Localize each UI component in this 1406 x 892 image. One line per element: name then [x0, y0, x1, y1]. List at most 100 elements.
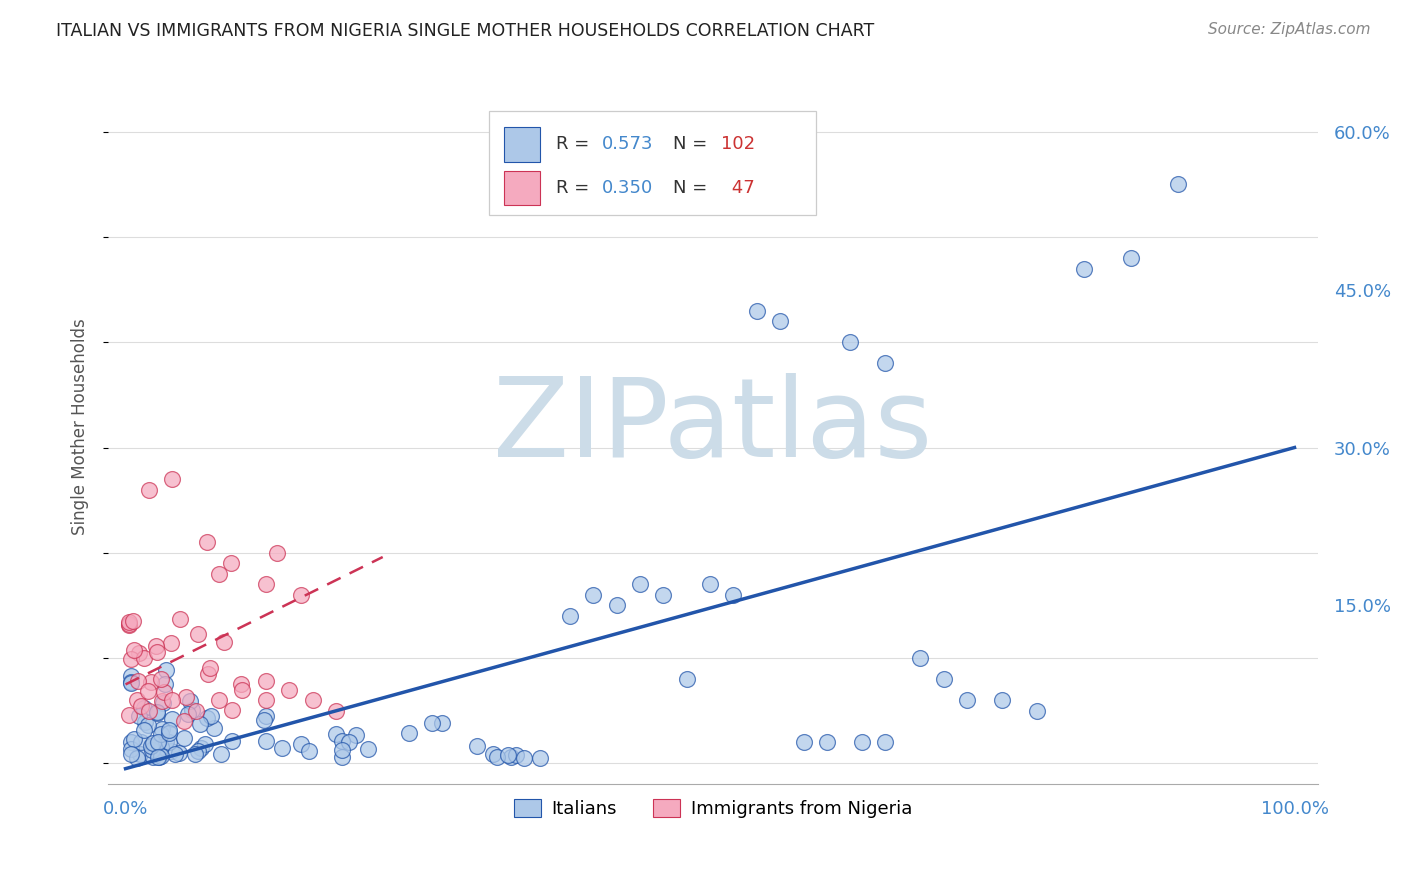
Point	[793, 735, 815, 749]
Point	[332, 734, 354, 748]
Point	[699, 577, 721, 591]
Point	[138, 483, 160, 497]
Point	[330, 742, 353, 756]
Point	[122, 643, 145, 657]
Point	[195, 535, 218, 549]
Point	[505, 747, 527, 762]
Point	[165, 747, 187, 761]
Point	[150, 694, 173, 708]
Legend: Italians, Immigrants from Nigeria: Italians, Immigrants from Nigeria	[506, 792, 920, 825]
Point	[152, 696, 174, 710]
Point	[157, 735, 180, 749]
Point	[197, 666, 219, 681]
Point	[142, 741, 165, 756]
Point	[332, 749, 354, 764]
Point	[221, 703, 243, 717]
Point	[298, 744, 321, 758]
Point	[128, 708, 150, 723]
Point	[122, 731, 145, 746]
Point	[149, 739, 172, 754]
Point	[769, 314, 792, 328]
Point	[325, 704, 347, 718]
Point	[167, 747, 190, 761]
Point	[169, 612, 191, 626]
Point	[174, 690, 197, 704]
Point	[254, 693, 277, 707]
Point	[187, 744, 209, 758]
Point	[146, 749, 169, 764]
Point	[118, 617, 141, 632]
Point	[208, 566, 231, 581]
Point	[344, 728, 367, 742]
Point	[290, 588, 312, 602]
Point	[120, 669, 142, 683]
Text: 47: 47	[727, 179, 755, 197]
Point	[149, 672, 172, 686]
Point	[337, 735, 360, 749]
Point	[875, 735, 897, 749]
Point	[173, 714, 195, 729]
Point	[190, 741, 212, 756]
Point	[209, 747, 232, 762]
Point	[146, 645, 169, 659]
Point	[139, 675, 162, 690]
Point	[118, 617, 141, 632]
Point	[1026, 704, 1049, 718]
Point	[128, 646, 150, 660]
Point	[132, 650, 155, 665]
Point	[398, 726, 420, 740]
Point	[467, 739, 489, 754]
Point	[129, 735, 152, 749]
Point	[839, 335, 862, 350]
Point	[219, 557, 242, 571]
Point	[875, 356, 897, 370]
Point	[179, 693, 201, 707]
Point	[513, 750, 536, 764]
Point	[141, 742, 163, 756]
Text: R =: R =	[555, 136, 595, 153]
Point	[420, 716, 443, 731]
Point	[160, 712, 183, 726]
Text: 0.350: 0.350	[602, 179, 652, 197]
Point	[125, 692, 148, 706]
Point	[529, 751, 551, 765]
Point	[155, 734, 177, 748]
Text: ITALIAN VS IMMIGRANTS FROM NIGERIA SINGLE MOTHER HOUSEHOLDS CORRELATION CHART: ITALIAN VS IMMIGRANTS FROM NIGERIA SINGL…	[56, 22, 875, 40]
Text: R =: R =	[555, 179, 595, 197]
Point	[157, 723, 180, 737]
Point	[558, 609, 581, 624]
Point	[200, 709, 222, 723]
Point	[188, 716, 211, 731]
Point	[120, 676, 142, 690]
Point	[153, 685, 176, 699]
Point	[173, 731, 195, 745]
Point	[120, 741, 142, 756]
Point	[155, 663, 177, 677]
Text: ZIPatlas: ZIPatlas	[494, 373, 932, 480]
Y-axis label: Single Mother Households: Single Mother Households	[72, 318, 89, 535]
Point	[162, 472, 184, 486]
Point	[221, 734, 243, 748]
Point	[195, 711, 218, 725]
Point	[128, 747, 150, 762]
Point	[1167, 178, 1189, 192]
Point	[229, 677, 252, 691]
Point	[501, 750, 523, 764]
Point	[254, 577, 277, 591]
Point	[142, 750, 165, 764]
Point	[118, 615, 141, 629]
Point	[145, 706, 167, 720]
Point	[146, 735, 169, 749]
Point	[120, 747, 142, 762]
Point	[485, 750, 508, 764]
Point	[134, 715, 156, 730]
FancyBboxPatch shape	[489, 112, 815, 215]
Point	[160, 636, 183, 650]
Point	[148, 749, 170, 764]
Point	[214, 635, 236, 649]
Point	[628, 577, 651, 591]
Text: Source: ZipAtlas.com: Source: ZipAtlas.com	[1208, 22, 1371, 37]
Point	[605, 599, 627, 613]
Point	[162, 693, 184, 707]
Point	[120, 735, 142, 749]
